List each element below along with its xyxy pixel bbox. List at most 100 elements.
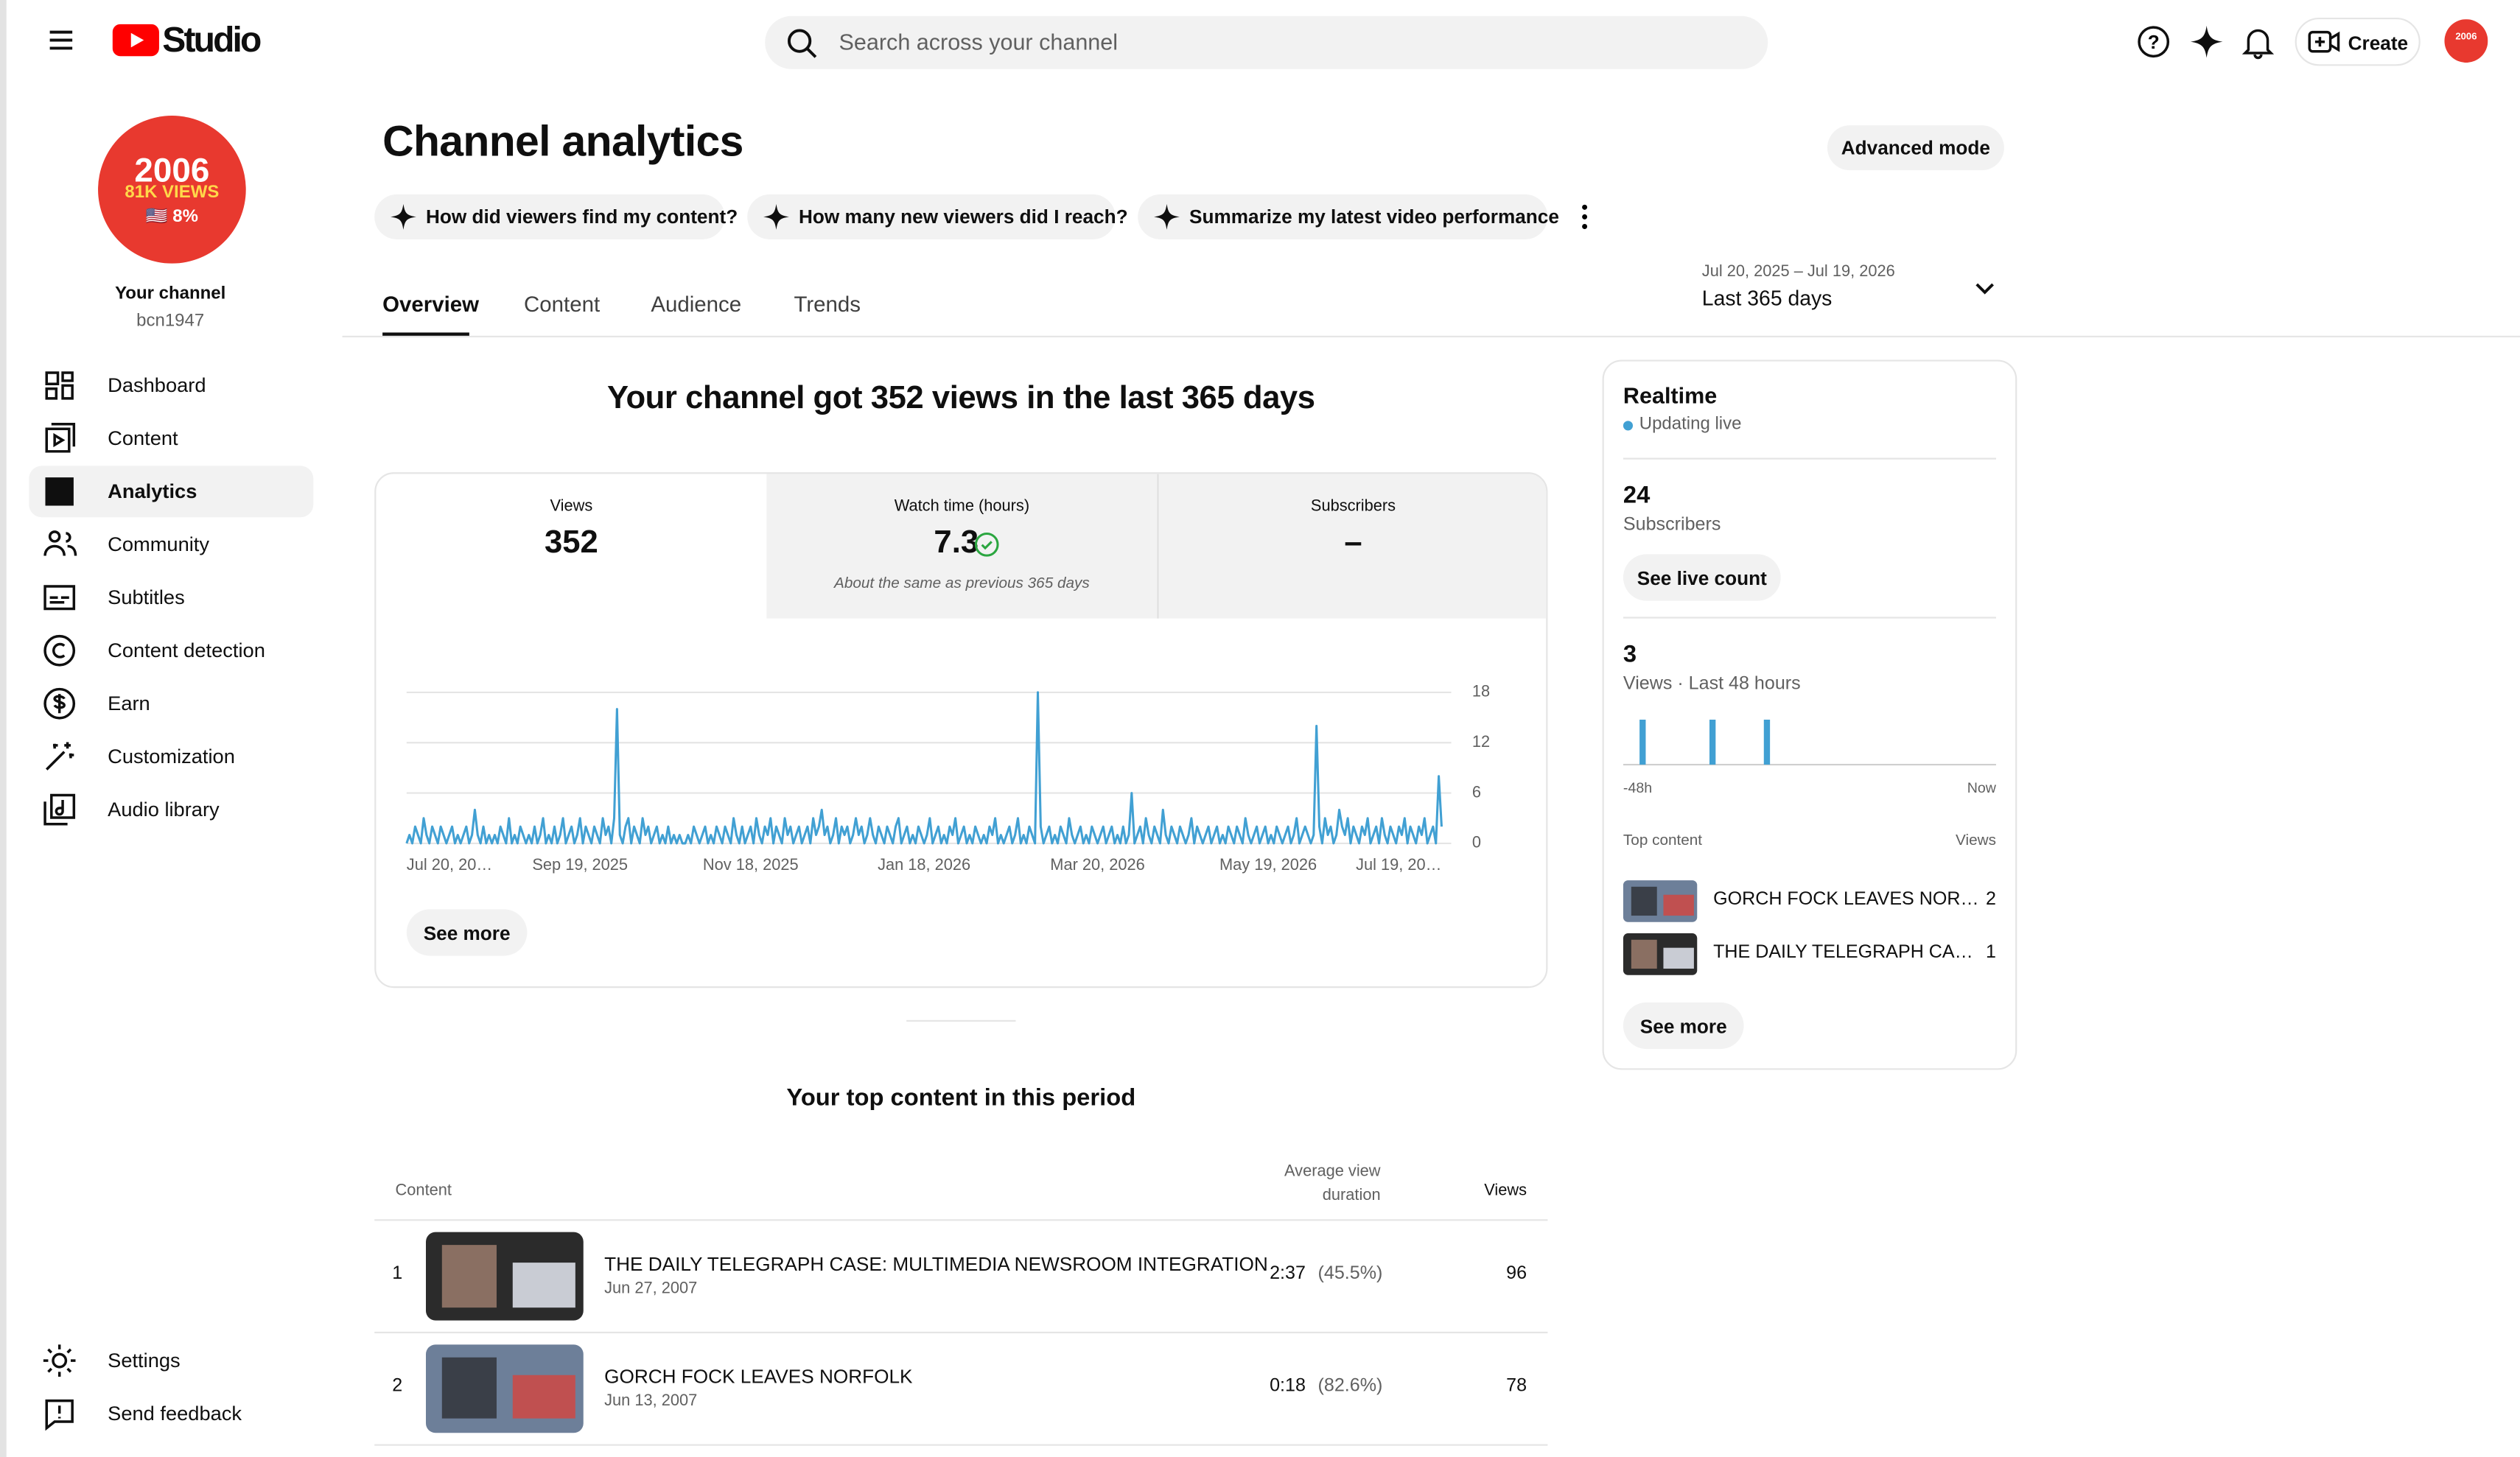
search-placeholder: Search across your channel	[839, 29, 1119, 55]
nav-item[interactable]: Send feedback	[108, 1402, 242, 1425]
avg-percent: (45.5%)	[1317, 1264, 1383, 1284]
nav-icon	[43, 1344, 76, 1377]
prompt-text: How did viewers find my content?	[425, 206, 738, 228]
avatar-text: 2006	[134, 152, 210, 190]
thumbnail[interactable]	[1623, 880, 1698, 922]
realtime-video-title[interactable]: THE DAILY TELEGRAPH CA…	[1713, 943, 1973, 963]
ai-button[interactable]	[2189, 24, 2225, 60]
menu-button[interactable]	[45, 24, 77, 57]
spark-icon	[763, 203, 789, 230]
live-dot	[1623, 421, 1634, 431]
see-more-button[interactable]: See more	[1623, 1002, 1744, 1050]
column-header[interactable]: Views	[1484, 1182, 1527, 1201]
realtime-divider	[1623, 457, 1996, 460]
channel-avatar[interactable]: 2006 81K VIEWS 🇺🇸 8%	[98, 116, 246, 264]
channel-label: Your channel	[115, 284, 226, 304]
see-more-button[interactable]: See more	[406, 909, 528, 956]
nav-item[interactable]: Earn	[108, 692, 150, 715]
realtime-card	[1602, 359, 2017, 1070]
video-title[interactable]: THE DAILY TELEGRAPH CASE: MULTIMEDIA NEW…	[604, 1253, 1268, 1276]
nav-icon	[45, 1399, 74, 1431]
date-range[interactable]: Jul 20, 2025 – Jul 19, 2026	[1701, 263, 1895, 281]
advanced-mode-button[interactable]: Advanced mode	[1827, 125, 2004, 171]
nav-item[interactable]: Customization	[108, 745, 235, 768]
video-date: Jun 13, 2007	[604, 1391, 698, 1410]
prompt-chip[interactable]: How did viewers find my content?	[374, 194, 738, 239]
tab[interactable]: Trends	[794, 292, 861, 317]
metric-value: 352	[544, 525, 598, 561]
thumbnail-shape	[441, 1245, 497, 1307]
notifications-button[interactable]	[2240, 24, 2275, 60]
thumbnail[interactable]	[425, 1344, 584, 1433]
nav-item[interactable]: Analytics	[108, 480, 197, 503]
avg-percent: (82.6%)	[1317, 1375, 1383, 1396]
nav-item[interactable]: Subtitles	[108, 586, 185, 609]
tab[interactable]: Audience	[651, 292, 742, 317]
thumbnail-shape	[1664, 947, 1694, 969]
thumbnail[interactable]	[1623, 933, 1698, 975]
create-label: Create	[2348, 32, 2409, 55]
metric-value: –	[1344, 525, 1362, 561]
realtime-video-views: 1	[1985, 943, 1996, 963]
nav-item[interactable]: Settings	[108, 1349, 181, 1372]
search-box[interactable]: Search across your channel	[765, 15, 1768, 69]
logo-text[interactable]: Studio	[162, 19, 262, 60]
help-button[interactable]: ?	[2136, 24, 2171, 60]
create-icon	[2308, 30, 2340, 53]
nav-icon	[43, 530, 77, 556]
metric-label[interactable]: Watch time (hours)	[894, 498, 1030, 516]
period[interactable]: Last 365 days	[1701, 286, 1833, 310]
metric-value: 7.3	[934, 525, 979, 561]
nav-item[interactable]: Community	[108, 533, 210, 556]
column-header[interactable]: Average view duration	[1284, 1162, 1381, 1205]
video-date: Jun 27, 2007	[604, 1280, 698, 1299]
views: 96	[1506, 1264, 1527, 1284]
metric-label[interactable]: Subscribers	[1310, 498, 1396, 516]
avatar-text: 81K VIEWS	[125, 183, 220, 203]
create-button[interactable]: Create	[2295, 17, 2421, 66]
rank: 2	[392, 1375, 403, 1396]
metric-label[interactable]: Views	[550, 498, 593, 516]
thumbnail[interactable]	[425, 1232, 584, 1321]
metric-divider	[1157, 474, 1159, 619]
table-divider	[374, 1219, 1548, 1221]
prompt-chip[interactable]: Summarize my latest video performance	[1138, 194, 1559, 239]
realtime-views: 3	[1623, 641, 1637, 669]
column-header: Content	[395, 1182, 452, 1201]
metric-note: About the same as previous 365 days	[834, 575, 1090, 593]
period-dropdown[interactable]	[1973, 279, 1996, 298]
realtime-video-title[interactable]: GORCH FOCK LEAVES NOR…	[1713, 890, 1979, 910]
avg-duration: 0:18	[1270, 1375, 1306, 1396]
svg-text:?: ?	[2148, 31, 2160, 53]
nav-item[interactable]: Dashboard	[108, 374, 206, 397]
video-title[interactable]: GORCH FOCK LEAVES NORFOLK	[604, 1364, 913, 1388]
table-divider	[374, 1331, 1548, 1334]
more-button[interactable]	[1575, 201, 1594, 234]
tab[interactable]: Overview	[382, 292, 480, 317]
tabs-divider	[342, 335, 2520, 337]
thumbnail-shape	[512, 1263, 576, 1307]
thumbnail-shape	[512, 1375, 576, 1419]
nav-highlight	[29, 466, 314, 518]
nav-icon	[46, 742, 74, 770]
logo-icon[interactable]	[112, 24, 161, 57]
nav-item[interactable]: Content detection	[108, 639, 265, 662]
top-content-title: Your top content in this period	[786, 1084, 1136, 1112]
prompt-text: How many new viewers did I reach?	[799, 206, 1128, 228]
realtime-status: Updating live	[1639, 414, 1742, 434]
nav-item[interactable]: Content	[108, 427, 178, 450]
page-title: Channel analytics	[382, 117, 743, 166]
tab[interactable]: Content	[524, 292, 601, 317]
nav-item[interactable]: Audio library	[108, 798, 220, 821]
see-live-count-button[interactable]: See live count	[1623, 554, 1781, 601]
realtime-views-label: Views · Last 48 hours	[1623, 674, 1801, 695]
active-tab-indicator	[382, 332, 469, 336]
account-avatar[interactable]: 2006	[2444, 19, 2488, 63]
views: 78	[1506, 1375, 1527, 1396]
prompt-chip[interactable]: How many new viewers did I reach?	[747, 194, 1128, 239]
summary-headline: Your channel got 352 views in the last 3…	[607, 380, 1315, 416]
nav-icon	[43, 793, 76, 826]
spark-icon	[391, 203, 416, 230]
